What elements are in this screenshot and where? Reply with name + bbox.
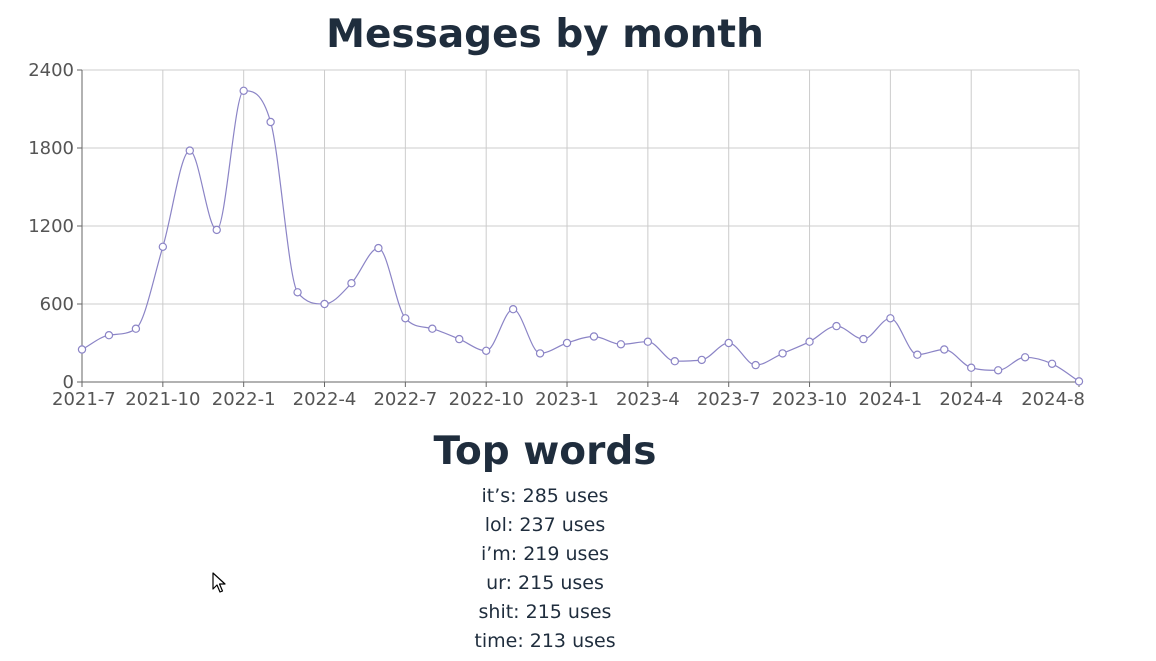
x-tick-label: 2024-1 [858, 389, 922, 410]
data-point [428, 324, 437, 333]
series-line [81, 90, 1080, 382]
y-tick-label: 600 [40, 294, 74, 315]
data-point [455, 334, 464, 344]
data-point [320, 299, 329, 309]
word-item: time: 213 uses [474, 630, 616, 652]
data-point [805, 337, 814, 346]
data-point [508, 305, 518, 314]
data-point [131, 324, 141, 333]
data-point [1047, 359, 1057, 368]
data-point [293, 288, 302, 297]
data-point [158, 242, 168, 251]
data-point [562, 338, 572, 348]
data-point [616, 340, 626, 349]
y-tick-label: 0 [63, 372, 74, 393]
word-item: i’m: 219 uses [480, 543, 610, 565]
x-tick-label: 2023-7 [697, 389, 761, 410]
data-point [589, 332, 599, 341]
word-item: shit: 215 uses [478, 601, 612, 623]
data-point [104, 331, 114, 340]
data-point [859, 334, 868, 344]
data-point [266, 117, 275, 127]
chart-title: Messages by month [326, 12, 764, 57]
data-point [697, 355, 706, 365]
data-point [913, 350, 922, 359]
x-tick-label: 2024-4 [939, 389, 1003, 410]
data-point [670, 357, 680, 366]
x-tick-label: 2023-1 [535, 389, 599, 410]
x-tick-label: 2023-10 [772, 389, 847, 410]
top-words-title: Top words [433, 429, 657, 474]
x-tick-label: 2022-4 [293, 389, 357, 410]
data-point [481, 346, 491, 355]
data-point [77, 345, 87, 354]
word-item: lol: 237 uses [484, 514, 606, 536]
data-point [1020, 353, 1030, 362]
data-point [1074, 377, 1084, 386]
y-tick-label: 1200 [28, 216, 74, 237]
data-point [832, 321, 841, 331]
data-point [886, 314, 895, 323]
x-tick-label: 2023-4 [616, 389, 680, 410]
x-tick-label: 2024-8 [1021, 389, 1085, 410]
y-tick-label: 1800 [28, 138, 74, 159]
y-tick-label: 2400 [28, 60, 74, 81]
x-tick-label: 2021-10 [125, 389, 200, 410]
messages-line-chart: 0 600 1200 1800 2400 2021-7 2021-10 2022-1 2022-… [28, 60, 1085, 410]
mouse-cursor-icon [212, 572, 226, 593]
data-point [212, 225, 221, 235]
x-tick-label: 2022-1 [212, 389, 276, 410]
data-point [374, 243, 383, 253]
word-item: ur: 215 uses [486, 572, 604, 594]
x-tick-label: 2021-7 [52, 389, 116, 410]
data-point [643, 337, 653, 346]
data-point [724, 338, 733, 348]
x-tick-label: 2022-10 [449, 389, 524, 410]
data-point [993, 366, 1003, 375]
top-words-list: it’s: 285 uses lol: 237 uses i’m: 219 us… [0, 482, 1090, 656]
data-point [535, 349, 545, 358]
data-point [751, 360, 760, 370]
x-tick-label: 2022-7 [373, 389, 437, 410]
word-item: it’s: 285 uses [481, 485, 609, 507]
data-point [401, 314, 410, 323]
data-point [778, 349, 787, 358]
data-point [967, 363, 976, 372]
data-point [940, 345, 949, 354]
data-point [185, 146, 194, 155]
data-point [347, 279, 356, 288]
data-point [239, 86, 248, 96]
